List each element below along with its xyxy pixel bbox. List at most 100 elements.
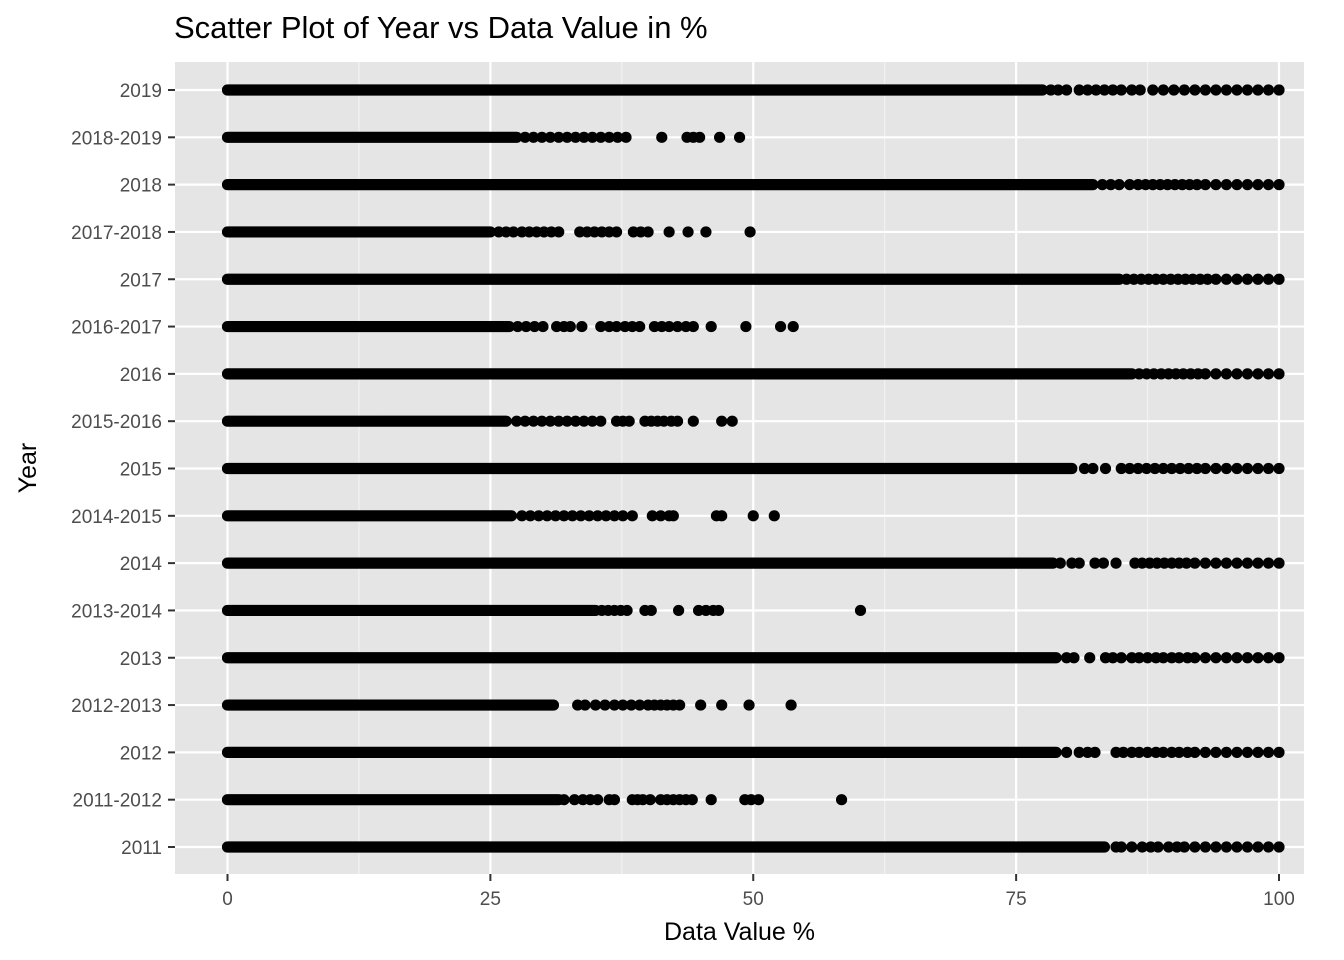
data-point — [600, 510, 612, 522]
data-point — [1097, 557, 1109, 569]
data-point — [1199, 841, 1211, 853]
data-point — [768, 510, 780, 522]
y-tick-label: 2019 — [120, 81, 162, 102]
data-point — [626, 510, 638, 522]
data-point — [1126, 84, 1138, 96]
data-point — [558, 794, 570, 806]
data-point — [1149, 462, 1161, 475]
data-point — [617, 510, 629, 522]
data-point — [575, 510, 587, 522]
data-point — [1147, 84, 1159, 96]
y-tick-label: 2016 — [120, 365, 162, 386]
data-point — [527, 131, 540, 143]
data-point — [700, 226, 712, 238]
data-point — [686, 794, 698, 806]
data-point — [608, 510, 621, 522]
data-point — [1189, 557, 1201, 569]
y-tick-label: 2017-2018 — [71, 223, 162, 244]
data-point — [1060, 84, 1073, 96]
data-point — [1136, 841, 1148, 853]
data-point — [1189, 652, 1201, 664]
data-point — [634, 320, 646, 333]
data-point — [1273, 462, 1285, 475]
data-point — [682, 226, 694, 238]
data-point — [610, 320, 623, 333]
data-point — [595, 320, 607, 333]
data-point — [1231, 273, 1243, 285]
data-point — [519, 131, 531, 143]
data-point — [687, 320, 699, 333]
data-point — [716, 415, 728, 427]
data-point — [1262, 179, 1275, 191]
data-point — [716, 699, 728, 711]
data-point — [1241, 462, 1254, 475]
data-point — [1068, 652, 1080, 664]
data-point — [1262, 746, 1275, 758]
data-point — [608, 699, 621, 711]
data-point — [1210, 557, 1222, 569]
data-point — [1262, 462, 1275, 475]
data-point — [578, 131, 590, 143]
data-point — [1241, 179, 1254, 191]
data-point — [1110, 557, 1122, 569]
data-point — [1199, 368, 1211, 380]
data-point — [634, 699, 646, 711]
data-point — [1273, 652, 1285, 664]
data-point — [1189, 841, 1201, 853]
data-point — [1231, 462, 1243, 475]
data-point — [1166, 462, 1178, 475]
data-point — [1252, 84, 1264, 96]
x-tick-label: 25 — [480, 889, 501, 910]
data-point — [1089, 557, 1101, 569]
data-point — [1241, 841, 1254, 853]
data-point — [1189, 84, 1201, 96]
data-point — [1054, 557, 1066, 569]
y-tick-label: 2015-2016 — [71, 412, 162, 433]
data-point — [610, 226, 623, 238]
data-point — [1210, 273, 1222, 285]
data-point — [553, 415, 565, 427]
x-tick-label: 75 — [1006, 889, 1027, 910]
data-point — [740, 320, 752, 333]
data-point — [620, 131, 632, 143]
data-point — [1098, 84, 1111, 96]
data-point — [507, 226, 520, 238]
data-point — [687, 415, 699, 427]
data-point — [1199, 652, 1211, 664]
data-point — [1273, 84, 1285, 96]
data-point — [1252, 746, 1264, 758]
data-point — [726, 415, 738, 427]
data-point — [705, 320, 717, 333]
y-tick-label: 2013 — [120, 649, 162, 670]
data-point — [716, 510, 728, 522]
data-point — [1220, 557, 1233, 569]
y-tick-label: 2014 — [120, 554, 163, 575]
data-point — [1157, 652, 1169, 664]
data-point — [1073, 557, 1085, 569]
data-point — [1099, 462, 1112, 475]
data-point — [1210, 179, 1222, 191]
data-point — [656, 131, 668, 143]
data-point — [1241, 746, 1254, 758]
data-point — [1096, 179, 1108, 191]
data-point — [589, 699, 602, 711]
data-point — [1210, 368, 1222, 380]
data-point — [1105, 179, 1117, 191]
data-point — [1199, 746, 1211, 758]
x-axis-title: Data Value % — [664, 918, 815, 946]
data-point — [1231, 179, 1243, 191]
data-point — [663, 320, 675, 333]
data-point — [1189, 746, 1201, 758]
data-point — [1210, 462, 1222, 475]
data-point — [733, 131, 746, 143]
data-point — [569, 415, 582, 427]
data-point — [1231, 84, 1243, 96]
data-point — [1133, 746, 1145, 758]
data-point — [1199, 84, 1211, 96]
data-point — [1262, 557, 1275, 569]
data-point — [520, 320, 532, 333]
data-point — [1115, 652, 1127, 664]
data-point — [835, 794, 848, 806]
data-point — [595, 131, 607, 143]
